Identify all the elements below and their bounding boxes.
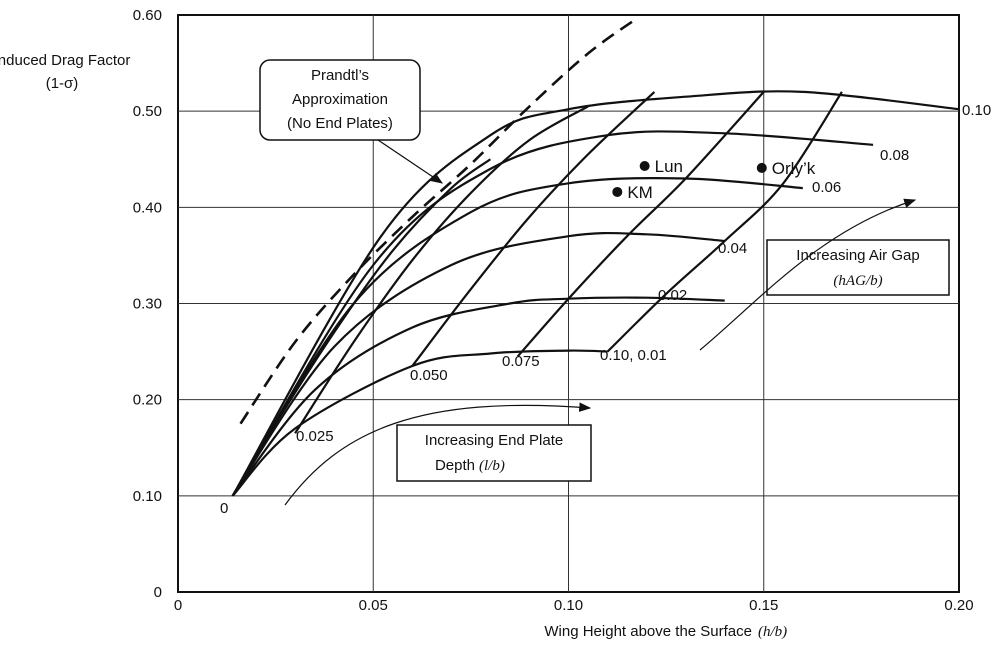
- x-tick-label: 0.15: [749, 597, 778, 614]
- data-point: [612, 186, 623, 197]
- curve-label: 0.10: [962, 102, 991, 119]
- curve-label: 0.04: [718, 240, 747, 257]
- y-tick-label: 0.10: [133, 488, 162, 505]
- end-plate-annotation-line1: Increasing End Plate: [425, 432, 563, 449]
- end-plate-curve: [516, 91, 765, 358]
- curve-label: 0.06: [812, 179, 841, 196]
- air-gap-curve: [231, 349, 608, 497]
- curve-label: 0.025: [296, 428, 334, 445]
- y-tick-label: 0.60: [133, 7, 162, 24]
- data-point-label: KM: [627, 183, 653, 202]
- x-axis-title: Wing Height above the Surface: [544, 623, 752, 640]
- prandtl-pointer-arrow: [377, 139, 443, 184]
- curve-label: 0.08: [880, 147, 909, 164]
- air-gap-curve: [231, 130, 874, 497]
- prandtl-approximation-curve: [239, 18, 636, 425]
- end-plate-curve: [606, 91, 843, 353]
- curves: [231, 18, 960, 497]
- air-gap-annotation-symbol: (hAG/b): [833, 273, 882, 289]
- curve-label: 0.050: [410, 367, 448, 384]
- air-gap-annotation-line1: Increasing Air Gap: [796, 247, 919, 264]
- y-tick-label: 0.20: [133, 392, 162, 409]
- air-gap-curve: [231, 296, 725, 497]
- y-tick-label: 0: [154, 584, 162, 601]
- prandtl-annotation-line1: Prandtl’s: [311, 67, 369, 84]
- y-axis-title-line1: Induced Drag Factor: [0, 52, 130, 69]
- air-gap-curve: [231, 231, 725, 497]
- y-tick-label: 0.50: [133, 103, 162, 120]
- curve-labels: 0 0.025 0.050 0.075 0.10, 0.01 0.02 0.04 0.06 0.…: [220, 102, 991, 517]
- y-axis-title-line2: (1-σ): [46, 75, 79, 92]
- curve-label: 0: [220, 500, 228, 517]
- air-gap-curve: [231, 90, 960, 497]
- data-point: [756, 162, 767, 173]
- x-tick-labels: 0 0.05 0.10 0.15 0.20: [174, 597, 974, 614]
- end-plate-arrow: [284, 402, 592, 506]
- air-gap-curve: [231, 177, 803, 497]
- data-point: [639, 160, 650, 171]
- y-tick-labels: 0 0.10 0.20 0.30 0.40 0.50 0.60: [133, 7, 162, 601]
- end-plate-annotation-line2: Depth: [435, 457, 475, 474]
- curve-label: 0.10, 0.01: [600, 347, 667, 364]
- prandtl-annotation-box: [259, 59, 421, 141]
- curve-label: 0.02: [658, 287, 687, 304]
- x-axis-title-symbol: (h/b): [758, 624, 787, 640]
- end-plate-annotation-symbol: (l/b): [479, 458, 505, 474]
- x-tick-label: 0.10: [554, 597, 583, 614]
- data-point-label: Orly’k: [772, 159, 816, 178]
- x-tick-label: 0: [174, 597, 182, 614]
- y-tick-label: 0.40: [133, 199, 162, 216]
- end-plate-annotation-box: [396, 424, 592, 482]
- air-gap-arrow: [699, 198, 917, 351]
- curve-label: 0.075: [502, 353, 540, 370]
- x-tick-label: 0.05: [359, 597, 388, 614]
- data-point-label: Lun: [655, 157, 683, 176]
- end-plate-curve: [294, 105, 589, 434]
- air-gap-annotation-box: [766, 239, 950, 296]
- y-tick-label: 0.30: [133, 296, 162, 313]
- x-tick-label: 0.20: [944, 597, 973, 614]
- prandtl-annotation-line2: Approximation: [292, 91, 388, 108]
- prandtl-annotation-line3: (No End Plates): [287, 115, 393, 132]
